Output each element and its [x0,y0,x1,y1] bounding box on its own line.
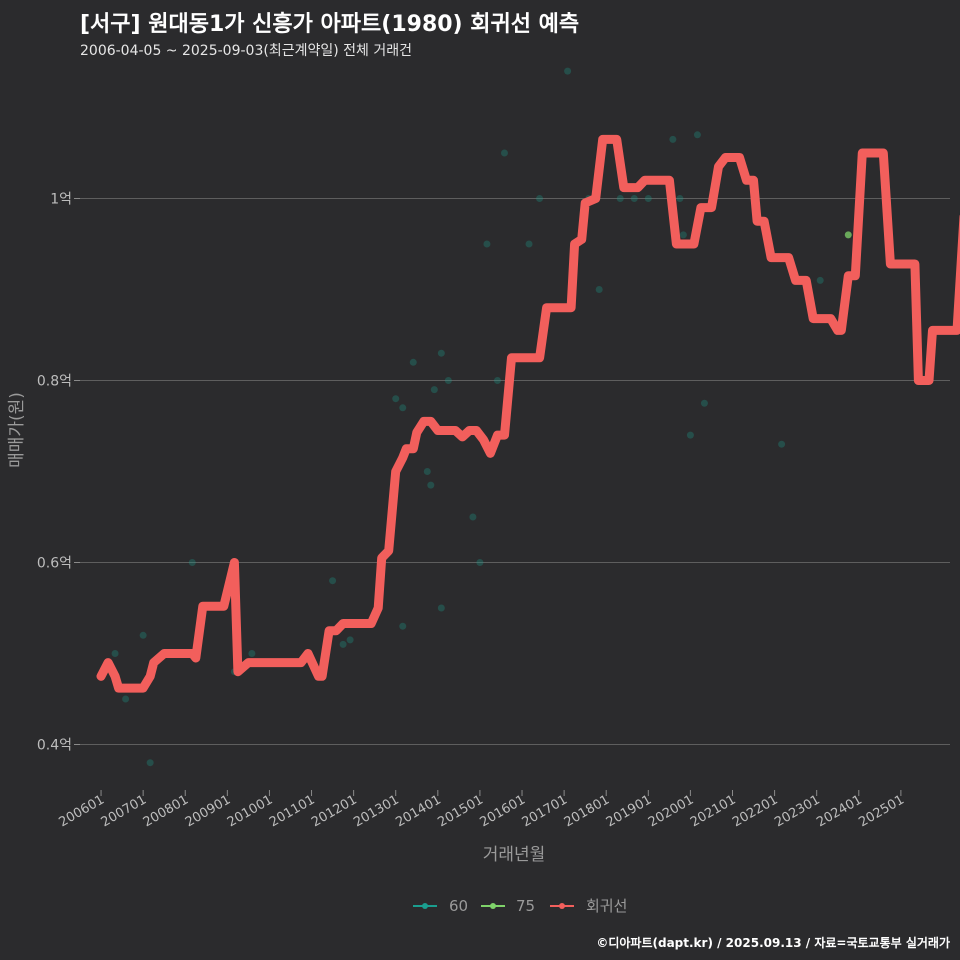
x-tick-label: 201701 [520,792,570,830]
scatter-point-60 [339,640,347,648]
legend-label: 75 [516,897,535,915]
scatter-point-60 [616,195,624,202]
scatter-point-60 [423,468,431,475]
scatter-point-60 [679,231,687,239]
scatter-point-60 [437,604,445,612]
legend-key-marker [559,903,565,909]
scatter-point-60 [500,149,508,157]
scatter-point-60 [188,559,196,566]
source-credit: ©디아파트(dapt.kr) / 2025.09.13 / 자료=국토교통부 실… [596,936,950,950]
legend-label: 회귀선 [586,897,627,915]
scatter-point-60 [483,240,491,248]
legend-key-marker [490,903,496,909]
scatter-point-60 [700,399,708,407]
x-tick-label: 200901 [183,792,233,830]
y-tick-label: 1억 [50,192,72,208]
scatter-point-60 [630,195,638,202]
scatter-point-60 [346,636,354,644]
x-tick-label: 200601 [57,792,107,830]
scatter-point-60 [122,695,130,703]
x-tick-label: 201001 [225,792,275,830]
scatter-point-60 [139,631,147,639]
y-tick-label: 0.8억 [37,374,72,390]
chart-title: [서구] 원대동1가 신흥가 아파트(1980) 회귀선 예측 [80,12,580,37]
legend-key-marker [422,903,428,909]
x-tick-label: 201501 [435,792,485,830]
scatter-point-60 [430,386,438,394]
scatter-point-60 [644,195,652,202]
x-tick-label: 202101 [688,792,738,830]
scatter-point-60 [693,131,701,139]
x-tick-label: 200801 [141,792,191,830]
y-tick-label: 0.4억 [37,738,72,754]
x-tick-labels: 2006012007012008012009012010012011012012… [57,792,907,830]
scatter-point-75 [844,231,852,239]
scatter-point-60 [778,440,786,448]
x-tick-label: 201601 [478,792,528,830]
regression-line-segment [96,134,960,693]
regression-line [96,134,960,693]
y-axis-title: 매매가(원) [7,392,27,468]
x-tick-label: 202201 [730,792,780,830]
scatter-point-60 [437,349,445,357]
scatter-point-60 [536,195,544,202]
scatter-point-60 [676,195,684,202]
legend-label: 60 [449,897,468,915]
scatter-point-60 [816,276,824,284]
x-tick-label: 201901 [604,792,654,830]
x-tick-label: 201201 [309,792,359,830]
scatter-point-60 [409,358,417,366]
scatter-point-60 [392,395,400,403]
scatter-point-60 [248,650,256,657]
y-tick-labels: 0.4억 0.6억 0.8억 1억 [37,192,72,754]
x-tick-label: 201401 [393,792,443,830]
x-tick-label: 201101 [267,792,317,830]
x-axis-title: 거래년월 [483,845,546,865]
x-tick-label: 201801 [562,792,612,830]
scatter-point-60 [595,286,603,293]
x-tick-label: 200701 [99,792,149,830]
scatter-point-60 [525,240,533,248]
scatter-point-60 [444,377,452,384]
y-tick-label: 0.6억 [37,556,72,572]
x-tick-label: 202401 [814,792,864,830]
scatter-point-60 [564,67,572,75]
scatter-point-60 [469,513,477,521]
legend: 60 75 회귀선 [413,897,627,915]
scatter-point-60 [399,622,407,630]
scatter-point-60 [476,559,484,566]
scatter-point-60 [493,377,501,384]
scatter-point-60 [686,431,694,439]
grid-lines [74,198,950,796]
x-tick-label: 201301 [351,792,401,830]
scatter-point-60 [427,481,435,489]
scatter-point-60 [146,759,154,767]
x-tick-label: 202501 [856,792,906,830]
scatter-point-60 [329,577,337,585]
scatter-point-60 [399,404,407,412]
scatter-point-60 [111,650,119,657]
x-tick-label: 202301 [772,792,822,830]
scatter-point-60 [669,135,677,143]
x-tick-label: 202001 [646,792,696,830]
chart-subtitle: 2006-04-05 ~ 2025-09-03(최근계약일) 전체 거래건 [80,43,412,59]
